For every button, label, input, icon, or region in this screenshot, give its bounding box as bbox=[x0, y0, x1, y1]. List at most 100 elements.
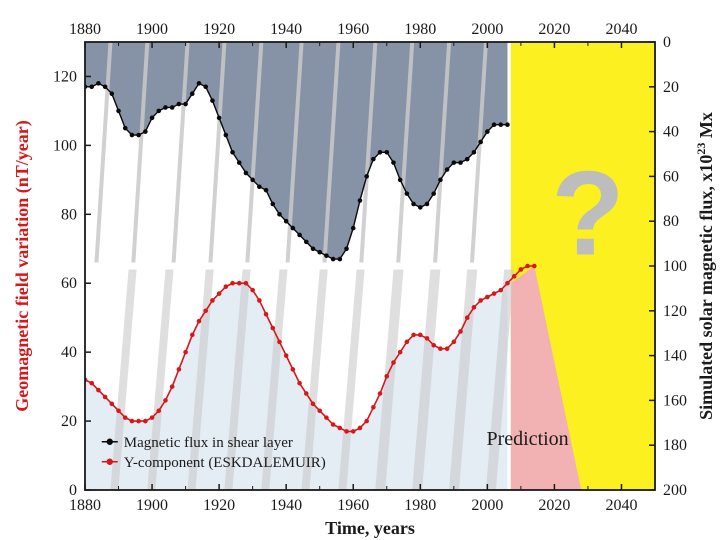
red-series-marker bbox=[405, 340, 410, 345]
black-series-marker bbox=[391, 160, 396, 165]
red-series-marker bbox=[304, 391, 309, 396]
black-series-marker bbox=[378, 150, 383, 155]
black-series-marker bbox=[492, 122, 497, 127]
red-series-marker bbox=[244, 281, 249, 286]
x-tick-top: 1880 bbox=[69, 21, 101, 38]
y-left-axis-label: Geomagnetic field variation (nT/year) bbox=[12, 120, 33, 411]
red-series-marker bbox=[230, 281, 235, 286]
red-series-marker bbox=[398, 350, 403, 355]
black-series-marker bbox=[418, 205, 423, 210]
x-tick-bottom: 1880 bbox=[69, 497, 101, 514]
red-series-marker bbox=[224, 284, 229, 289]
black-series-marker bbox=[398, 178, 403, 183]
red-series-marker bbox=[177, 367, 182, 372]
red-series-marker bbox=[110, 402, 115, 407]
black-series-marker bbox=[338, 257, 343, 262]
y-left-tick: 80 bbox=[61, 206, 77, 223]
x-tick-bottom: 1940 bbox=[270, 497, 302, 514]
black-series-marker bbox=[237, 160, 242, 165]
x-tick-top: 2000 bbox=[471, 21, 503, 38]
black-series-marker bbox=[136, 133, 141, 138]
black-series-marker bbox=[364, 174, 369, 179]
black-series-marker bbox=[351, 226, 356, 231]
red-series-marker bbox=[418, 333, 423, 338]
red-series-marker bbox=[136, 419, 141, 424]
black-series-marker bbox=[324, 253, 329, 258]
red-series-marker bbox=[364, 419, 369, 424]
red-series-marker bbox=[264, 312, 269, 317]
black-series-marker bbox=[277, 212, 282, 217]
red-series-marker bbox=[351, 429, 356, 434]
red-series-marker bbox=[478, 298, 483, 303]
y-left-tick: 20 bbox=[61, 413, 77, 430]
red-series-marker bbox=[525, 264, 530, 269]
red-series-marker bbox=[130, 419, 135, 424]
black-series-marker bbox=[150, 116, 155, 121]
red-series-marker bbox=[532, 264, 537, 269]
black-series-marker bbox=[264, 188, 269, 193]
red-series-marker bbox=[116, 408, 121, 413]
x-tick-bottom: 1980 bbox=[404, 497, 436, 514]
y-left-tick: 40 bbox=[61, 344, 77, 361]
black-series-marker bbox=[431, 191, 436, 196]
black-series-marker bbox=[311, 246, 316, 251]
black-series-marker bbox=[116, 109, 121, 114]
black-series-marker bbox=[438, 178, 443, 183]
black-series-marker bbox=[485, 129, 490, 134]
black-series-marker bbox=[358, 198, 363, 203]
black-series-marker bbox=[445, 167, 450, 172]
black-series-marker bbox=[123, 126, 128, 131]
red-series-marker bbox=[317, 408, 322, 413]
x-tick-bottom: 2000 bbox=[471, 497, 503, 514]
y-right-tick: 100 bbox=[663, 258, 687, 275]
x-axis-label: Time, years bbox=[325, 518, 415, 538]
black-series-marker bbox=[250, 178, 255, 183]
black-series-marker bbox=[210, 98, 215, 103]
x-tick-top: 1940 bbox=[270, 21, 302, 38]
y-right-tick: 180 bbox=[663, 437, 687, 454]
red-series-marker bbox=[297, 381, 302, 386]
red-series-marker bbox=[438, 346, 443, 351]
x-tick-top: 1960 bbox=[337, 21, 369, 38]
red-series-marker bbox=[472, 305, 477, 310]
y-left-tick: 0 bbox=[69, 482, 77, 499]
black-series-marker bbox=[89, 85, 94, 90]
black-series-marker bbox=[472, 150, 477, 155]
black-series-marker bbox=[183, 102, 188, 107]
black-series-marker bbox=[291, 226, 296, 231]
black-series-marker bbox=[284, 219, 289, 224]
red-series-marker bbox=[324, 415, 329, 420]
x-tick-top: 1980 bbox=[404, 21, 436, 38]
y-right-tick: 160 bbox=[663, 392, 687, 409]
red-series-marker bbox=[123, 415, 128, 420]
black-series-marker bbox=[257, 184, 262, 189]
black-series-marker bbox=[156, 109, 161, 114]
red-series-marker bbox=[431, 343, 436, 348]
red-series-marker bbox=[344, 429, 349, 434]
red-series-marker bbox=[445, 346, 450, 351]
y-right-tick: 40 bbox=[663, 124, 679, 141]
x-tick-bottom: 2040 bbox=[605, 497, 637, 514]
black-series-marker bbox=[163, 105, 168, 110]
chart-container: ?188019001920194019601980200020202040188… bbox=[0, 0, 720, 540]
red-series-marker bbox=[519, 267, 524, 272]
red-series-marker bbox=[143, 419, 148, 424]
black-series-marker bbox=[304, 240, 309, 245]
red-series-marker bbox=[203, 309, 208, 314]
y-right-tick: 20 bbox=[663, 79, 679, 96]
red-series-marker bbox=[170, 384, 175, 389]
y-right-tick: 200 bbox=[663, 482, 687, 499]
red-series-marker bbox=[183, 350, 188, 355]
red-series-marker bbox=[257, 298, 262, 303]
red-series-marker bbox=[210, 298, 215, 303]
black-series-marker bbox=[331, 257, 336, 262]
red-series-marker bbox=[163, 398, 168, 403]
black-series-marker bbox=[177, 102, 182, 107]
red-series-marker bbox=[237, 281, 242, 286]
black-series-marker bbox=[458, 160, 463, 165]
black-series-marker bbox=[244, 171, 249, 176]
red-series-marker bbox=[378, 391, 383, 396]
x-tick-top: 1920 bbox=[203, 21, 235, 38]
black-series-marker bbox=[130, 133, 135, 138]
prediction-label: Prediction bbox=[486, 428, 568, 450]
